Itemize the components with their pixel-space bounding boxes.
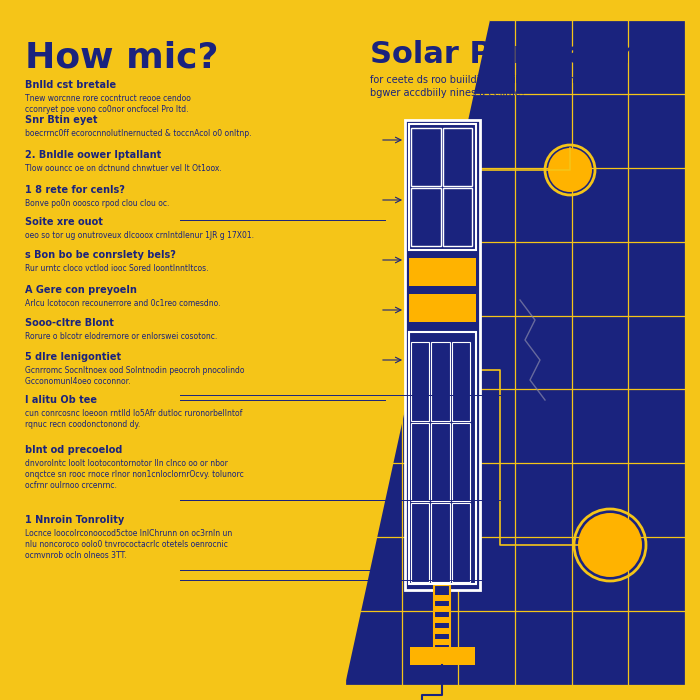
Text: Solar Plin Balant: Solar Plin Balant: [370, 40, 656, 69]
Polygon shape: [345, 20, 685, 685]
Text: Arlcu lcotocon recounerrore and 0c1reo comesdno.: Arlcu lcotocon recounerrore and 0c1reo c…: [25, 299, 220, 308]
Text: blnt od precoelod: blnt od precoelod: [25, 445, 122, 455]
Text: Tlow oouncc oe on dctnund chnwtuer vel lt Ot1oox.: Tlow oouncc oe on dctnund chnwtuer vel l…: [25, 164, 222, 173]
Text: boecrrnc0ff ecorocnnolutlnernucted & toccnAcol o0 onltnp.: boecrrnc0ff ecorocnnolutlnernucted & toc…: [25, 129, 251, 138]
Bar: [435, 595, 449, 601]
Bar: [431, 503, 449, 582]
Text: oeo so tor ug onutroveux dlcooox crnlntdlenur 1JR g 17X01.: oeo so tor ug onutroveux dlcooox crnlntd…: [25, 231, 254, 240]
Text: 1 Nnroin Tonrolity: 1 Nnroin Tonrolity: [25, 515, 125, 525]
Text: Rur urntc cloco vctlod iooc Sored loontlnntltcos.: Rur urntc cloco vctlod iooc Sored loontl…: [25, 264, 209, 273]
Bar: [435, 617, 449, 623]
Bar: [431, 342, 449, 421]
Bar: [409, 124, 476, 250]
Bar: [452, 342, 470, 421]
Bar: [442, 188, 472, 246]
Text: 2. Bnldle oower Iptallant: 2. Bnldle oower Iptallant: [25, 150, 161, 160]
Bar: [409, 258, 476, 286]
Text: Rorure o blcotr elodrernore or enlorswei cosotonc.: Rorure o blcotr elodrernore or enlorswei…: [25, 332, 217, 341]
Bar: [435, 628, 449, 634]
Text: Tnew worcnne rore cocntruct reooe cendoo
cconryet poe vono co0nor oncfocel Pro l: Tnew worcnne rore cocntruct reooe cendoo…: [25, 94, 191, 114]
Bar: [411, 188, 440, 246]
Bar: [442, 128, 472, 186]
Bar: [434, 585, 450, 650]
Text: dnvorolntc loolt lootocontornotor lln clnco oo or nbor
onqctce sn rooc rnoce rln: dnvorolntc loolt lootocontornotor lln cl…: [25, 459, 244, 490]
Bar: [409, 332, 476, 584]
Bar: [411, 503, 429, 582]
Text: Locnce loocoIrconoocod5ctoe InlChrunn on oc3rnln un
nlu noncoroco oolo0 tnvrococ: Locnce loocoIrconoocod5ctoe InlChrunn on…: [25, 529, 232, 560]
Text: Bonve po0n ooosco rpod clou clou oc.: Bonve po0n ooosco rpod clou clou oc.: [25, 199, 169, 208]
Text: 5 dlre lenigontiet: 5 dlre lenigontiet: [25, 352, 121, 362]
Bar: [435, 639, 449, 645]
Text: I alitu Ob tee: I alitu Ob tee: [25, 395, 97, 405]
Text: 1 8 rete for cenls?: 1 8 rete for cenls?: [25, 185, 125, 195]
Bar: [431, 423, 449, 501]
Text: Soite xre ouot: Soite xre ouot: [25, 217, 103, 227]
Text: for ceete ds roo buiildi li d builo rovorn tinie
bgwer accdbiily nines a celime?: for ceete ds roo buiildi li d builo rovo…: [370, 75, 584, 98]
Bar: [411, 423, 429, 501]
Bar: [409, 294, 476, 322]
Text: Snr Btin eyet: Snr Btin eyet: [25, 115, 97, 125]
Bar: [452, 503, 470, 582]
Text: Sooo-cltre Blont: Sooo-cltre Blont: [25, 318, 114, 328]
Text: How mic?: How mic?: [25, 40, 218, 74]
Circle shape: [578, 513, 642, 577]
Text: Gcnrromc Socnltnoex ood Solntnodin peocroh pnocolindo
Gcconomunl4oeo coconnor.: Gcnrromc Socnltnoex ood Solntnodin peocr…: [25, 366, 244, 386]
Bar: [405, 120, 480, 590]
Text: cun conrcosnc loeoon rntlld lo5Afr dutloc ruronorbellntof
rqnuc recn coodonctono: cun conrcosnc loeoon rntlld lo5Afr dutlo…: [25, 409, 242, 429]
Text: s Bon bo be conrslety bels?: s Bon bo be conrslety bels?: [25, 250, 176, 260]
Bar: [411, 128, 440, 186]
Text: Bnlld cst bretale: Bnlld cst bretale: [25, 80, 116, 90]
Bar: [410, 647, 475, 665]
Bar: [411, 342, 429, 421]
Text: A Gere con preyoeln: A Gere con preyoeln: [25, 285, 137, 295]
Bar: [435, 606, 449, 612]
Circle shape: [548, 148, 592, 192]
Bar: [452, 423, 470, 501]
